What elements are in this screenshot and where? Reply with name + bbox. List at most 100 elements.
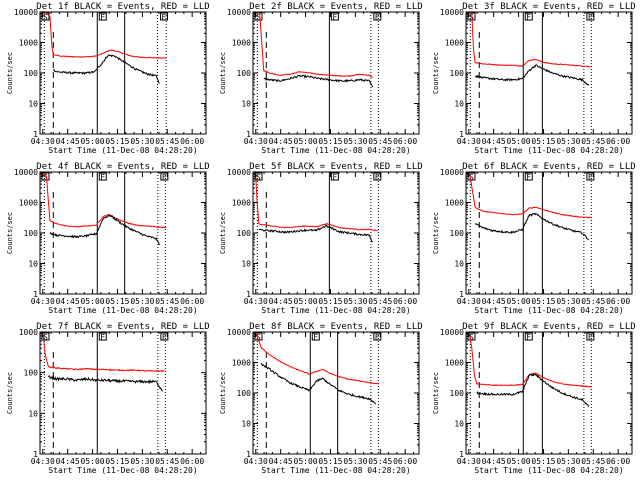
x-axis-label: Start Time (11-Dec-08 04:28:20): [474, 146, 623, 155]
y-tick-label: 10: [28, 409, 38, 418]
x-axis-label: Start Time (11-Dec-08 04:28:20): [48, 146, 197, 155]
corner-box: [524, 332, 533, 341]
x-tick-label: 06:00: [180, 297, 204, 306]
corner-label: E: [588, 13, 593, 22]
x-tick-label: 05:30: [130, 457, 154, 466]
y-tick-label: 1: [33, 290, 38, 299]
y-axis-label: Counts/sec: [219, 372, 227, 414]
x-tick-label: 05:30: [343, 137, 367, 146]
corner-box: [330, 172, 339, 181]
x-tick-label: 04:30: [244, 457, 268, 466]
y-tick-label: 10000: [440, 328, 464, 337]
y-tick-label: 100: [24, 229, 39, 238]
corner-label: S: [469, 333, 474, 342]
y-axis-label: Counts/sec: [6, 372, 14, 414]
corner-label: E: [375, 13, 380, 22]
corner-box: [330, 12, 339, 21]
x-tick-label: 06:00: [180, 137, 204, 146]
chart-title: Det 2f BLACK = Events, RED = LLD: [249, 2, 422, 12]
y-tick-label: 1: [459, 290, 464, 299]
x-tick-label: 05:00: [507, 457, 531, 466]
y-axis-label: Counts/sec: [432, 52, 440, 94]
x-tick-label: 05:45: [581, 297, 605, 306]
y-tick-label: 10000: [227, 8, 251, 17]
corner-box: [311, 332, 320, 341]
events-series-line: [47, 375, 164, 392]
lld-series-line: [252, 11, 373, 79]
y-tick-label: 100: [450, 389, 465, 398]
chart-title: Det 8f BLACK = Events, RED = LLD: [249, 322, 422, 332]
corner-label: F: [526, 333, 531, 342]
x-tick-label: 05:00: [507, 297, 531, 306]
y-tick-label: 1: [33, 450, 38, 459]
x-tick-label: 04:45: [56, 297, 80, 306]
corner-label: S: [43, 173, 48, 182]
y-tick-label: 100: [237, 229, 252, 238]
events-series-line: [476, 373, 590, 408]
x-tick-label: 06:00: [393, 137, 417, 146]
y-tick-label: 1: [246, 290, 251, 299]
corner-box: [373, 172, 382, 181]
x-tick-label: 05:15: [105, 457, 129, 466]
x-tick-label: 04:45: [269, 297, 293, 306]
corner-box: [41, 332, 50, 341]
lld-series-line: [39, 11, 167, 59]
x-axis-label: Start Time (11-Dec-08 04:28:20): [48, 466, 197, 475]
x-axis-label: Start Time (11-Dec-08 04:28:20): [261, 146, 410, 155]
chart-title: Det 5f BLACK = Events, RED = LLD: [249, 162, 422, 172]
plot-frame: [465, 331, 633, 455]
corner-label: E: [162, 173, 167, 182]
x-tick-label: 05:45: [155, 137, 179, 146]
corner-label: S: [256, 173, 261, 182]
x-tick-label: 05:30: [343, 297, 367, 306]
corner-label: F: [313, 333, 318, 342]
lld-series-line: [252, 331, 380, 385]
y-tick-label: 1000: [19, 39, 38, 48]
events-series-line: [258, 224, 373, 243]
corner-label: F: [526, 173, 531, 182]
y-tick-label: 1000: [232, 359, 251, 368]
x-tick-label: 04:45: [482, 297, 506, 306]
x-tick-label: 05:45: [368, 457, 392, 466]
x-tick-label: 05:15: [318, 457, 342, 466]
x-tick-label: 06:00: [606, 137, 630, 146]
lld-series-line: [39, 331, 165, 373]
chart-title: Det 9f BLACK = Events, RED = LLD: [462, 322, 635, 332]
y-tick-label: 10000: [14, 8, 38, 17]
x-tick-label: 05:45: [581, 457, 605, 466]
y-axis-label: Counts/sec: [219, 52, 227, 94]
corner-box: [160, 172, 169, 181]
plot-frame: [39, 331, 207, 455]
y-tick-label: 100: [450, 69, 465, 78]
x-tick-label: 04:45: [56, 457, 80, 466]
events-series-line: [52, 54, 160, 84]
lld-series-line: [465, 171, 593, 219]
x-axis-label: Start Time (11-Dec-08 04:28:20): [261, 306, 410, 315]
y-axis-label: Counts/sec: [6, 52, 14, 94]
y-tick-label: 1: [246, 130, 251, 139]
lld-series-line: [252, 170, 378, 232]
y-axis-label: Counts/sec: [219, 212, 227, 254]
events-series-line: [260, 362, 376, 405]
x-tick-label: 06:00: [393, 457, 417, 466]
corner-box: [160, 332, 169, 341]
x-tick-label: 04:45: [482, 457, 506, 466]
y-tick-label: 1000: [19, 199, 38, 208]
x-tick-label: 06:00: [606, 297, 630, 306]
x-tick-label: 05:45: [368, 137, 392, 146]
x-tick-label: 06:00: [393, 297, 417, 306]
corner-label: E: [588, 333, 593, 342]
corner-box: [373, 332, 382, 341]
y-axis-label: Counts/sec: [6, 212, 14, 254]
corner-box: [586, 12, 595, 21]
x-tick-label: 04:30: [244, 137, 268, 146]
chart-title: Det 4f BLACK = Events, RED = LLD: [36, 162, 209, 172]
corner-label: F: [100, 13, 105, 22]
x-tick-label: 04:30: [31, 137, 55, 146]
